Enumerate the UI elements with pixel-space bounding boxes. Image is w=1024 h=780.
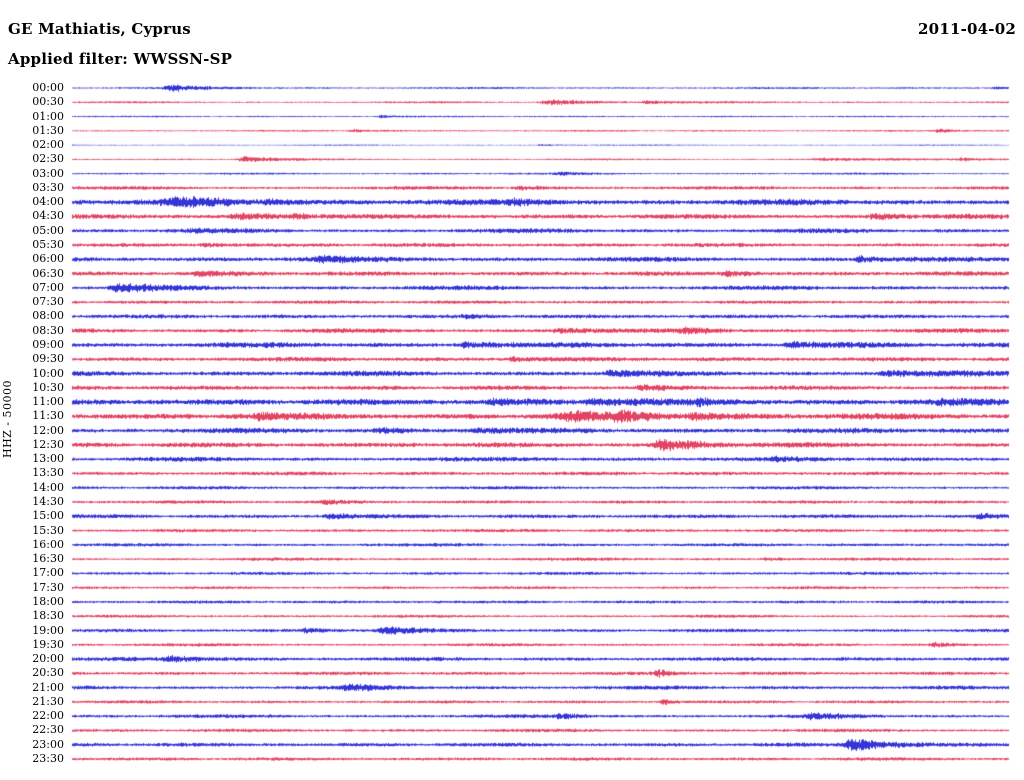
seismogram-plot [0,0,1024,780]
helicorder-page: GE Mathiatis, Cyprus 2011-04-02 Applied … [0,0,1024,780]
